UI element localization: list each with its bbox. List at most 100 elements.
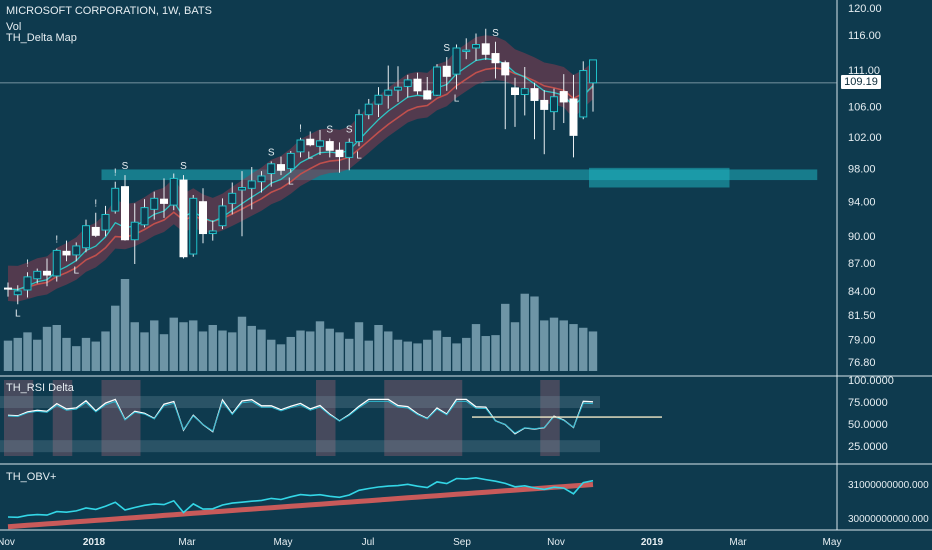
signal-label: L bbox=[454, 93, 460, 104]
candle-body bbox=[501, 62, 510, 76]
volume-bar bbox=[130, 322, 139, 371]
signal-label: S bbox=[346, 124, 353, 135]
volume-bar bbox=[510, 322, 520, 371]
candle-body bbox=[218, 205, 227, 227]
candle-body bbox=[462, 49, 471, 52]
volume-bar bbox=[413, 343, 422, 371]
last-price-label: 109.19 bbox=[841, 75, 881, 89]
price-tick-label: 81.50 bbox=[848, 310, 876, 322]
volume-bar bbox=[276, 344, 286, 371]
candle-body bbox=[530, 88, 539, 101]
rsi-tick-label: 100.0000 bbox=[848, 375, 894, 387]
x-tick-label: May bbox=[274, 537, 293, 548]
candle-body bbox=[13, 290, 22, 296]
volume-bar bbox=[218, 330, 227, 371]
volume-bar bbox=[588, 331, 598, 371]
chart-title: MICROSOFT CORPORATION, 1W, BATS bbox=[6, 5, 212, 17]
signal-label: ! bbox=[55, 235, 58, 246]
candle-body bbox=[559, 91, 568, 103]
candle-body bbox=[569, 98, 578, 136]
x-tick-label: Nov bbox=[547, 537, 565, 548]
candle-body bbox=[43, 270, 51, 276]
signal-label: L bbox=[73, 265, 79, 276]
volume-bar bbox=[520, 293, 529, 371]
candle-body bbox=[82, 225, 90, 249]
candle-body bbox=[228, 192, 237, 204]
volume-bar bbox=[462, 337, 471, 371]
volume-bar bbox=[364, 340, 373, 371]
volume-bar bbox=[530, 296, 539, 371]
supply-demand-zone bbox=[589, 167, 730, 188]
candle-body bbox=[257, 175, 266, 183]
candle-body bbox=[169, 177, 178, 206]
candle-body bbox=[540, 99, 549, 110]
volume-bar bbox=[91, 341, 100, 371]
candle-body bbox=[189, 197, 198, 255]
candle-body bbox=[403, 79, 412, 87]
candle-body bbox=[433, 66, 441, 96]
volume-bar bbox=[198, 331, 208, 371]
signal-label: S bbox=[492, 28, 499, 39]
x-tick-label: Nov bbox=[0, 537, 15, 548]
volume-bar bbox=[579, 327, 588, 371]
candle-body bbox=[335, 149, 344, 158]
volume-bar bbox=[393, 339, 403, 371]
candle-body bbox=[150, 197, 159, 210]
price-tick-label: 79.00 bbox=[848, 335, 876, 347]
volume-bar bbox=[501, 303, 510, 371]
volume-bar bbox=[159, 334, 169, 371]
signal-label: L bbox=[288, 177, 294, 188]
volume-bar bbox=[432, 330, 442, 371]
candle-body bbox=[238, 186, 246, 191]
candle-body bbox=[481, 43, 490, 55]
price-tick-label: 116.00 bbox=[848, 30, 881, 42]
volume-bar bbox=[62, 337, 71, 371]
volume-bar bbox=[120, 279, 130, 371]
candle-body bbox=[111, 187, 120, 212]
candle-body bbox=[121, 186, 129, 241]
rsi-shade bbox=[4, 380, 34, 456]
rsi-legend: TH_RSI Delta bbox=[6, 382, 74, 394]
signal-label: L bbox=[15, 308, 21, 319]
volume-bar bbox=[549, 317, 559, 371]
candle-body bbox=[355, 114, 363, 143]
volume-bar bbox=[189, 320, 198, 371]
candle-body bbox=[208, 230, 217, 235]
candle-body bbox=[130, 221, 139, 241]
volume-bar bbox=[111, 305, 120, 371]
price-tick-label: 98.00 bbox=[848, 164, 876, 176]
volume-bar bbox=[540, 320, 549, 371]
candle-body bbox=[179, 179, 188, 258]
candle-body bbox=[72, 245, 81, 256]
volume-bar bbox=[423, 339, 432, 371]
supply-demand-zone bbox=[101, 169, 818, 181]
volume-bar bbox=[296, 330, 305, 371]
candle-body bbox=[472, 44, 480, 49]
candle-body bbox=[296, 139, 305, 153]
candle-body bbox=[277, 164, 285, 171]
candle-body bbox=[374, 94, 383, 105]
rsi-shade bbox=[316, 380, 336, 456]
candle-body bbox=[199, 201, 207, 235]
volume-bar bbox=[335, 332, 344, 371]
rsi-upper-band bbox=[0, 396, 600, 409]
rsi-tick-label: 75.0000 bbox=[848, 397, 888, 409]
candle-body bbox=[413, 78, 422, 92]
volume-bar bbox=[403, 341, 412, 371]
candle-body bbox=[62, 250, 71, 256]
candle-body bbox=[550, 96, 558, 113]
candle-body bbox=[384, 89, 393, 96]
candle-body bbox=[306, 138, 315, 146]
candle-body bbox=[491, 53, 500, 64]
signal-label: L bbox=[356, 150, 362, 161]
delta-map-band bbox=[8, 35, 593, 302]
signal-label: ! bbox=[94, 199, 97, 210]
volume-bar bbox=[81, 337, 91, 371]
obv-legend: TH_OBV+ bbox=[6, 471, 57, 483]
price-tick-label: 90.00 bbox=[848, 231, 876, 243]
candle-body bbox=[286, 152, 295, 170]
rsi-shade bbox=[52, 380, 73, 456]
volume-bar bbox=[208, 325, 217, 371]
